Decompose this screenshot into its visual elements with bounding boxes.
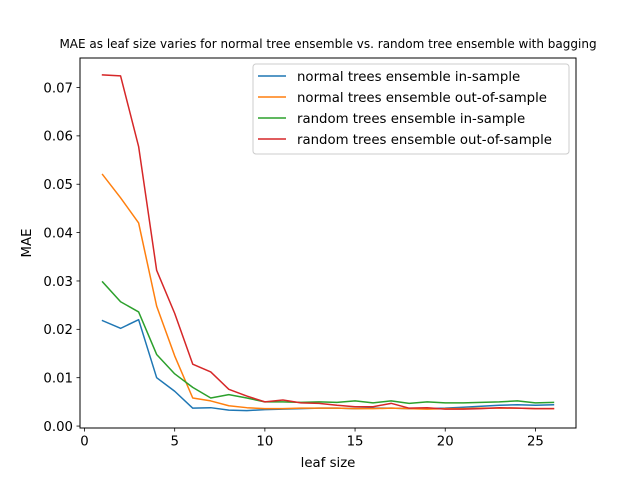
legend-box bbox=[252, 63, 570, 155]
series-line-4 bbox=[101, 74, 555, 410]
y-tick-label: 0.03 bbox=[43, 275, 73, 290]
series-line-3 bbox=[101, 280, 555, 405]
y-tick-label: 0.00 bbox=[43, 420, 73, 435]
x-tick-label: 10 bbox=[256, 435, 273, 450]
x-axis-title: leaf size bbox=[301, 456, 356, 471]
plot-series-group bbox=[101, 74, 555, 412]
legend-label-3: random trees ensemble in-sample bbox=[297, 112, 525, 127]
y-tick-label: 0.05 bbox=[43, 178, 73, 193]
x-tick-label: 20 bbox=[437, 435, 454, 450]
legend-label-1: normal trees ensemble in-sample bbox=[297, 70, 520, 85]
y-tick-label: 0.06 bbox=[43, 130, 73, 145]
y-tick-label: 0.01 bbox=[43, 371, 73, 386]
x-axis: 0 5 10 15 20 25 bbox=[80, 428, 544, 450]
y-tick-label: 0.04 bbox=[43, 226, 73, 241]
legend-label-2: normal trees ensemble out-of-sample bbox=[297, 91, 547, 106]
y-axis-title: MAE bbox=[20, 229, 35, 258]
y-tick-label: 0.02 bbox=[43, 323, 73, 338]
y-axis: 0.00 0.01 0.02 0.03 0.04 0.05 0.06 0.07 bbox=[43, 81, 80, 435]
legend: normal trees ensemble in-sample normal tr… bbox=[252, 63, 570, 155]
y-tick-label: 0.07 bbox=[43, 81, 73, 96]
legend-label-4: random trees ensemble out-of-sample bbox=[297, 133, 552, 148]
x-tick-label: 0 bbox=[80, 435, 88, 450]
x-tick-label: 25 bbox=[527, 435, 544, 450]
plot-frame bbox=[79, 57, 577, 429]
x-tick-label: 5 bbox=[170, 435, 178, 450]
x-tick-label: 15 bbox=[347, 435, 364, 450]
chart-title: MAE as leaf size varies for normal tree … bbox=[59, 37, 596, 51]
